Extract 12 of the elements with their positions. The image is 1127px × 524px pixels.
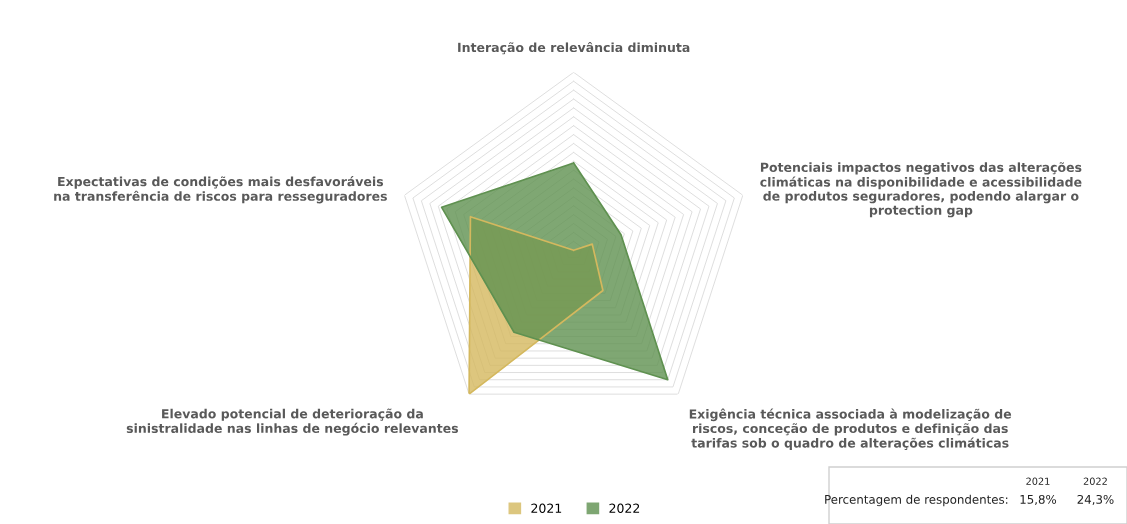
spoke-label: Elevado potencial de deterioração da sinistralidade nas linhas de negócio relevantes	[126, 408, 459, 436]
spoke-label: Expectativas de condições mais desfavoráveis na transferência de riscos para resseguradores	[54, 176, 387, 204]
text: 2021	[1026, 477, 1050, 485]
spoke-label: Potenciais impactos negativos das alterações climáticas na disponibilidade e acessibilidade de produtos seguradores, podendo alargar o protection gap	[760, 162, 1082, 218]
text: 24,3%	[1077, 494, 1114, 506]
legend-label: 2021	[531, 503, 562, 513]
text: 2022	[1083, 477, 1107, 485]
spoke-label: Interação de relevância diminuta	[458, 41, 690, 55]
legend-label: 2022	[609, 503, 640, 513]
spoke-label: Exigência técnica associada à modelização de riscos, conceção de produtos e definição das tarifas sob o quadro de alterações climáticas	[689, 408, 1012, 451]
text: Percentagem de respondentes:	[825, 494, 1008, 507]
text: 15,8%	[1020, 494, 1057, 506]
